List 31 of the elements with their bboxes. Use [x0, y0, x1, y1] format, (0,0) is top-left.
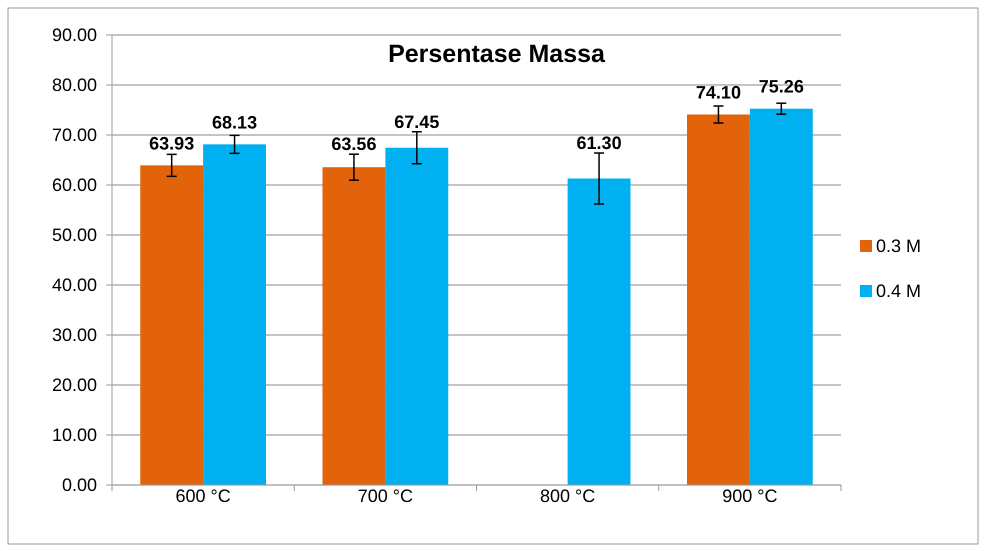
- text: 67.45: [394, 112, 440, 132]
- text: 61.30: [576, 133, 622, 153]
- bar: [203, 144, 266, 485]
- y-tick-label: 60.00: [52, 174, 97, 195]
- x-tick-label: 600 °C: [176, 486, 231, 506]
- legend-label: 0.4 M: [876, 281, 922, 301]
- x-tick-label: 900 °C: [722, 486, 778, 506]
- text: 63.56: [331, 134, 376, 154]
- bar: [750, 108, 813, 485]
- bar: [322, 167, 386, 485]
- y-tick-label: 90.00: [52, 24, 97, 45]
- y-tick-label: 30.00: [52, 324, 97, 345]
- legend-label: 0.3 M: [876, 236, 922, 256]
- y-tick-label: 40.00: [52, 274, 97, 295]
- chart-title: Persentase Massa: [388, 40, 606, 68]
- text: 75.26: [758, 76, 804, 97]
- x-tick-label: 700 °C: [358, 486, 413, 506]
- y-tick-label: 80.00: [52, 74, 97, 95]
- bar: [140, 165, 204, 485]
- y-tick-label: 70.00: [52, 124, 97, 145]
- text: 63.93: [149, 133, 194, 154]
- text: 68.13: [212, 112, 258, 132]
- bar: [687, 114, 750, 485]
- y-tick-label: 10.00: [52, 424, 97, 445]
- x-tick-label: 800 °C: [540, 486, 596, 506]
- bar: [568, 178, 630, 485]
- y-tick-label: 20.00: [52, 374, 97, 395]
- text: 74.10: [696, 82, 741, 102]
- y-tick-label: 0.00: [62, 474, 97, 495]
- bar: [385, 148, 448, 485]
- y-tick-label: 50.00: [52, 224, 97, 245]
